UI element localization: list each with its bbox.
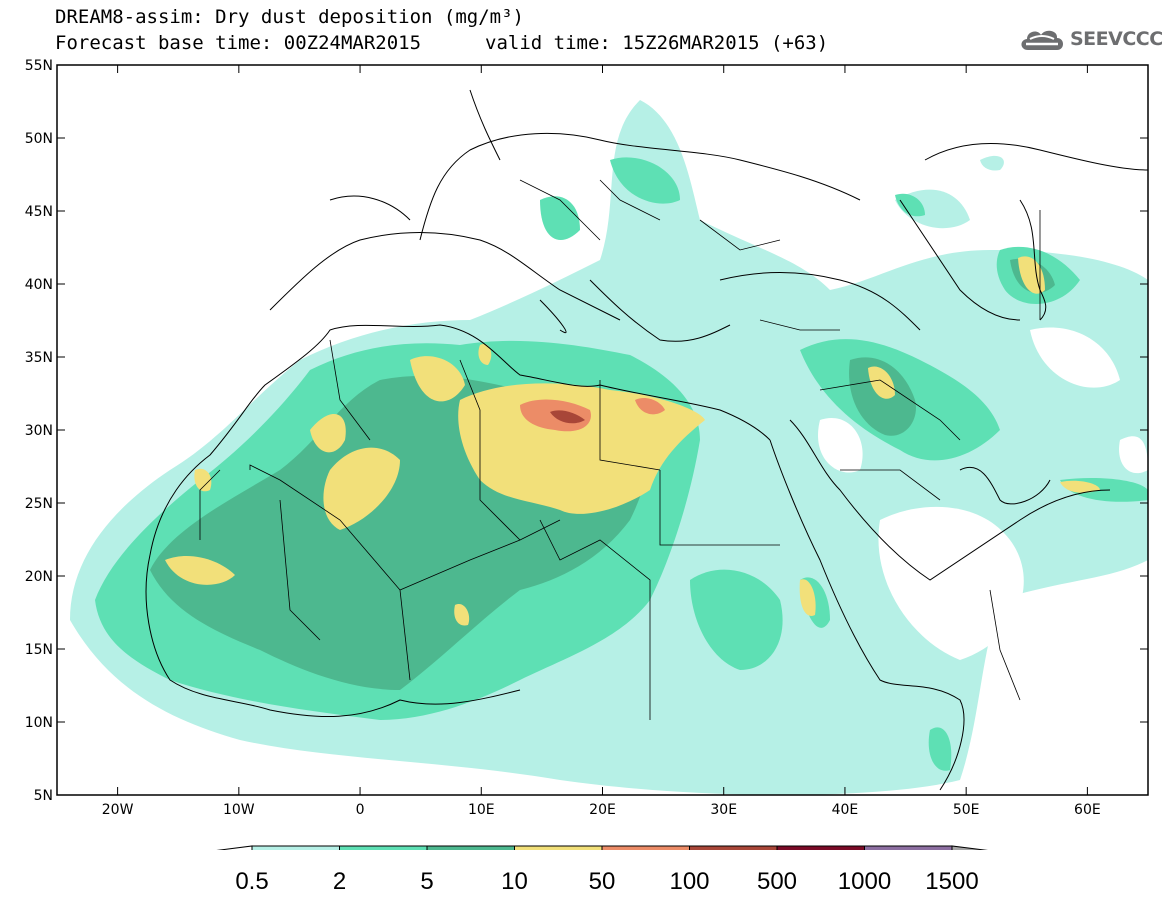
lat-tick-label: 35N bbox=[25, 350, 53, 366]
colorbar-segment bbox=[251, 845, 340, 850]
colorbar-segment bbox=[776, 845, 865, 850]
lat-tick-label: 30N bbox=[25, 423, 53, 439]
colorbar-segment bbox=[601, 845, 690, 850]
lat-tick-label: 25N bbox=[25, 496, 53, 512]
colorbar-segment bbox=[426, 845, 515, 850]
lon-tick-label: 20W bbox=[102, 802, 134, 818]
colorbar-label: 50 bbox=[588, 868, 616, 895]
seevccc-logo: SEEVCCC bbox=[1018, 24, 1163, 54]
colorbar-label: 5 bbox=[420, 868, 434, 895]
colorbar-segment bbox=[864, 845, 953, 850]
lon-tick-label: 20E bbox=[589, 802, 616, 818]
colorbar-segment bbox=[339, 845, 428, 850]
lat-tick-label: 15N bbox=[25, 642, 53, 658]
dust-layer-100 bbox=[550, 410, 585, 424]
lat-tick-label: 10N bbox=[25, 715, 53, 731]
colorbar-label: 100 bbox=[669, 868, 710, 895]
map-title: DREAM8-assim: Dry dust deposition (mg/m³… bbox=[55, 6, 524, 28]
valid-time: valid time: 15Z26MAR2015 (+63) bbox=[485, 32, 829, 54]
lon-tick-label: 40E bbox=[832, 802, 859, 818]
colorbar-segment bbox=[514, 845, 603, 850]
colorbar-low-arrow bbox=[216, 845, 253, 850]
colorbar bbox=[216, 845, 989, 850]
lat-tick-label: 45N bbox=[25, 204, 53, 220]
logo-text: SEEVCCC bbox=[1070, 28, 1163, 50]
lat-tick-label: 5N bbox=[34, 788, 53, 804]
colorbar-label: 500 bbox=[756, 868, 798, 895]
cloud-logo-icon bbox=[1021, 30, 1063, 50]
colorbar-segment bbox=[689, 845, 778, 850]
colorbar-label: 1000 bbox=[837, 868, 892, 895]
colorbar-label: 0.5 bbox=[235, 868, 269, 895]
lon-tick-label: 50E bbox=[953, 802, 980, 818]
colorbar-label: 2 bbox=[332, 868, 347, 895]
dust-deposition-map: 55N 50N 45N 40N 35N 30N 25N 20N 15N 10N 5N 20W 10W 0… bbox=[25, 58, 1149, 850]
lon-tick-label: 10E bbox=[468, 802, 495, 818]
colorbar-label: 1500 bbox=[925, 868, 979, 895]
lat-tick-label: 50N bbox=[25, 131, 53, 147]
latitude-axis: 55N 50N 45N 40N 35N 30N 25N 20N 15N 10N 5N bbox=[25, 58, 1148, 804]
dust-layer-10 bbox=[165, 256, 1100, 626]
colorbar-label: 10 bbox=[501, 868, 528, 895]
lon-tick-label: 10W bbox=[223, 802, 255, 818]
lat-tick-label: 20N bbox=[25, 569, 53, 585]
lon-tick-label: 60E bbox=[1074, 802, 1101, 818]
longitude-axis: 20W 10W 0 10E 20E 30E 40E 50E 60E bbox=[102, 65, 1101, 818]
lon-tick-label: 30E bbox=[710, 802, 737, 818]
clear-areas bbox=[818, 327, 1148, 660]
forecast-base-time: Forecast base time: 00Z24MAR2015 bbox=[55, 32, 422, 54]
coastlines bbox=[145, 89, 1148, 791]
lon-tick-label: 0 bbox=[356, 802, 365, 818]
lat-tick-label: 55N bbox=[25, 58, 53, 74]
colorbar-high-arrow bbox=[951, 845, 989, 850]
country-borders bbox=[199, 179, 1041, 720]
lat-tick-label: 40N bbox=[25, 277, 53, 293]
